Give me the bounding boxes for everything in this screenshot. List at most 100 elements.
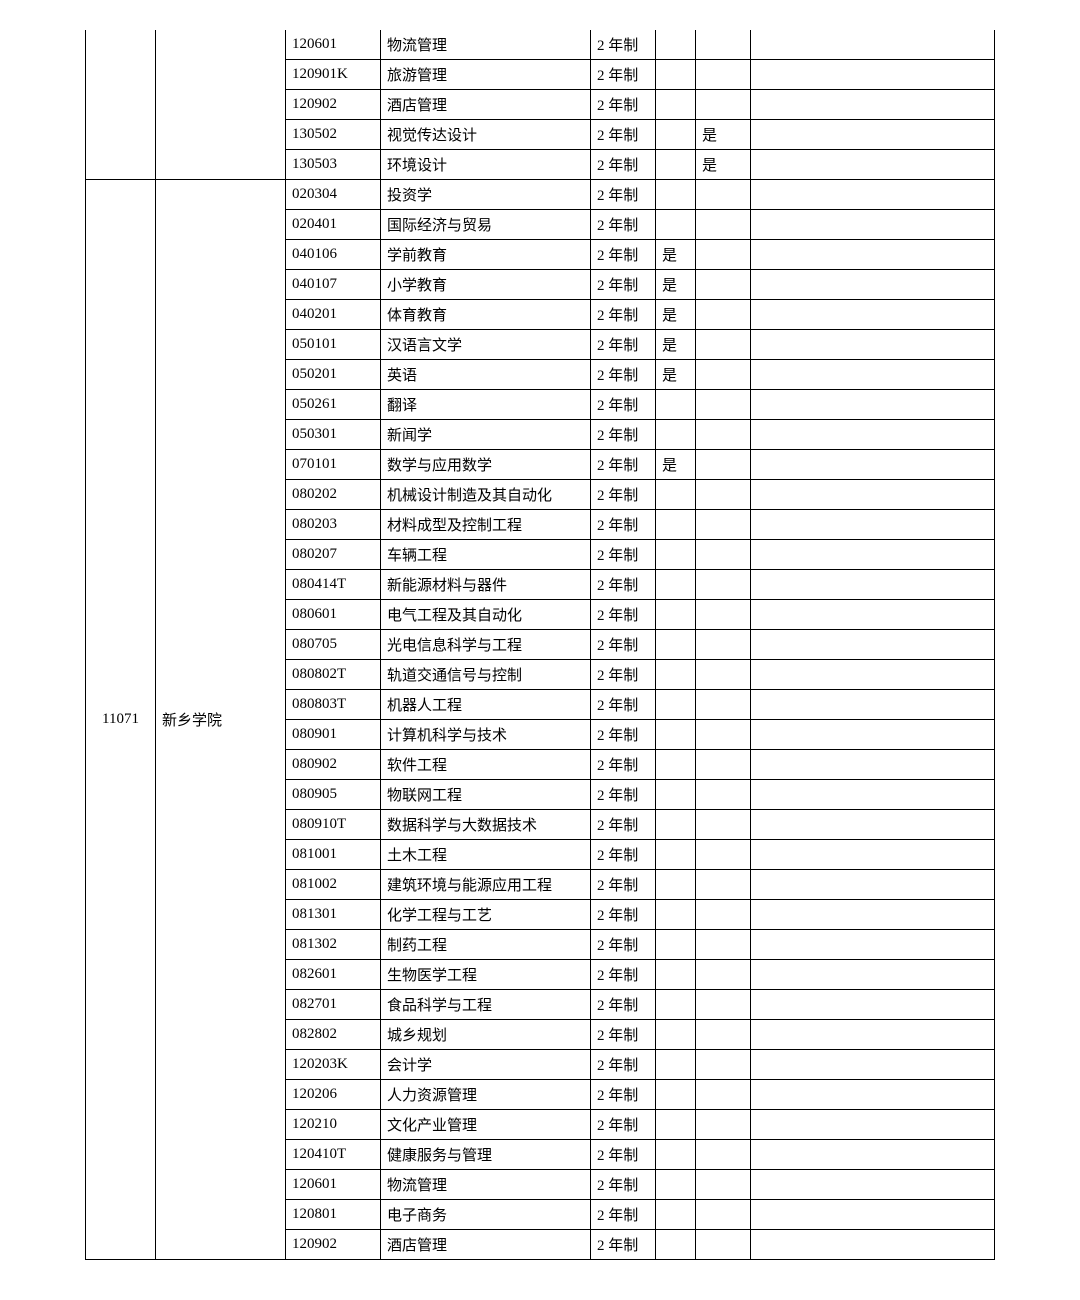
flag-3: [751, 600, 995, 630]
major-name: 文化产业管理: [381, 1110, 591, 1140]
flag-1: [656, 570, 696, 600]
flag-2: 是: [696, 120, 751, 150]
major-name: 环境设计: [381, 150, 591, 180]
flag-2: [696, 270, 751, 300]
flag-2: [696, 660, 751, 690]
flag-3: [751, 540, 995, 570]
flag-2: [696, 1200, 751, 1230]
flag-1: [656, 120, 696, 150]
major-code: 050101: [286, 330, 381, 360]
flag-2: [696, 780, 751, 810]
flag-2: [696, 330, 751, 360]
flag-2: [696, 60, 751, 90]
major-name: 制药工程: [381, 930, 591, 960]
major-code: 040107: [286, 270, 381, 300]
major-name: 食品科学与工程: [381, 990, 591, 1020]
major-name: 物流管理: [381, 30, 591, 60]
duration: 2 年制: [591, 1230, 656, 1260]
major-code: 120206: [286, 1080, 381, 1110]
major-name: 物流管理: [381, 1170, 591, 1200]
major-name: 旅游管理: [381, 60, 591, 90]
flag-2: [696, 90, 751, 120]
duration: 2 年制: [591, 60, 656, 90]
duration: 2 年制: [591, 690, 656, 720]
flag-2: [696, 960, 751, 990]
flag-2: [696, 210, 751, 240]
flag-2: [696, 600, 751, 630]
flag-1: [656, 600, 696, 630]
flag-3: [751, 1200, 995, 1230]
major-code: 040201: [286, 300, 381, 330]
major-code: 080414T: [286, 570, 381, 600]
flag-1: [656, 390, 696, 420]
major-code: 081301: [286, 900, 381, 930]
flag-2: [696, 450, 751, 480]
flag-3: [751, 1080, 995, 1110]
flag-2: [696, 390, 751, 420]
major-code: 120902: [286, 1230, 381, 1260]
flag-2: [696, 510, 751, 540]
flag-3: [751, 210, 995, 240]
major-code: 080802T: [286, 660, 381, 690]
flag-1: [656, 480, 696, 510]
flag-2: [696, 810, 751, 840]
flag-1: 是: [656, 270, 696, 300]
flag-1: [656, 630, 696, 660]
major-code: 080202: [286, 480, 381, 510]
duration: 2 年制: [591, 660, 656, 690]
flag-2: [696, 750, 751, 780]
flag-1: [656, 900, 696, 930]
duration: 2 年制: [591, 750, 656, 780]
flag-3: [751, 150, 995, 180]
major-name: 计算机科学与技术: [381, 720, 591, 750]
flag-1: [656, 30, 696, 60]
flag-3: [751, 840, 995, 870]
major-name: 电子商务: [381, 1200, 591, 1230]
flag-3: [751, 450, 995, 480]
major-name: 城乡规划: [381, 1020, 591, 1050]
duration: 2 年制: [591, 390, 656, 420]
flag-2: [696, 870, 751, 900]
major-code: 050261: [286, 390, 381, 420]
flag-2: [696, 480, 751, 510]
flag-2: [696, 1170, 751, 1200]
flag-3: [751, 390, 995, 420]
duration: 2 年制: [591, 1170, 656, 1200]
flag-1: 是: [656, 240, 696, 270]
major-name: 新闻学: [381, 420, 591, 450]
duration: 2 年制: [591, 600, 656, 630]
major-name: 翻译: [381, 390, 591, 420]
major-name: 国际经济与贸易: [381, 210, 591, 240]
flag-1: 是: [656, 300, 696, 330]
major-name: 会计学: [381, 1050, 591, 1080]
flag-3: [751, 240, 995, 270]
duration: 2 年制: [591, 270, 656, 300]
major-name: 汉语言文学: [381, 330, 591, 360]
duration: 2 年制: [591, 960, 656, 990]
major-code: 070101: [286, 450, 381, 480]
major-code: 082701: [286, 990, 381, 1020]
duration: 2 年制: [591, 30, 656, 60]
flag-2: [696, 840, 751, 870]
flag-1: [656, 990, 696, 1020]
major-name: 数学与应用数学: [381, 450, 591, 480]
flag-3: [751, 990, 995, 1020]
duration: 2 年制: [591, 1080, 656, 1110]
flag-3: [751, 360, 995, 390]
flag-1: [656, 870, 696, 900]
flag-2: [696, 1140, 751, 1170]
duration: 2 年制: [591, 210, 656, 240]
major-name: 体育教育: [381, 300, 591, 330]
flag-3: [751, 870, 995, 900]
major-name: 材料成型及控制工程: [381, 510, 591, 540]
duration: 2 年制: [591, 120, 656, 150]
flag-1: [656, 540, 696, 570]
majors-table: 120601物流管理2 年制120901K旅游管理2 年制120902酒店管理2…: [85, 30, 995, 1260]
flag-3: [751, 330, 995, 360]
major-code: 080601: [286, 600, 381, 630]
table-row: 120601物流管理2 年制: [86, 30, 995, 60]
major-name: 酒店管理: [381, 1230, 591, 1260]
duration: 2 年制: [591, 1110, 656, 1140]
flag-2: [696, 1230, 751, 1260]
flag-1: 是: [656, 360, 696, 390]
